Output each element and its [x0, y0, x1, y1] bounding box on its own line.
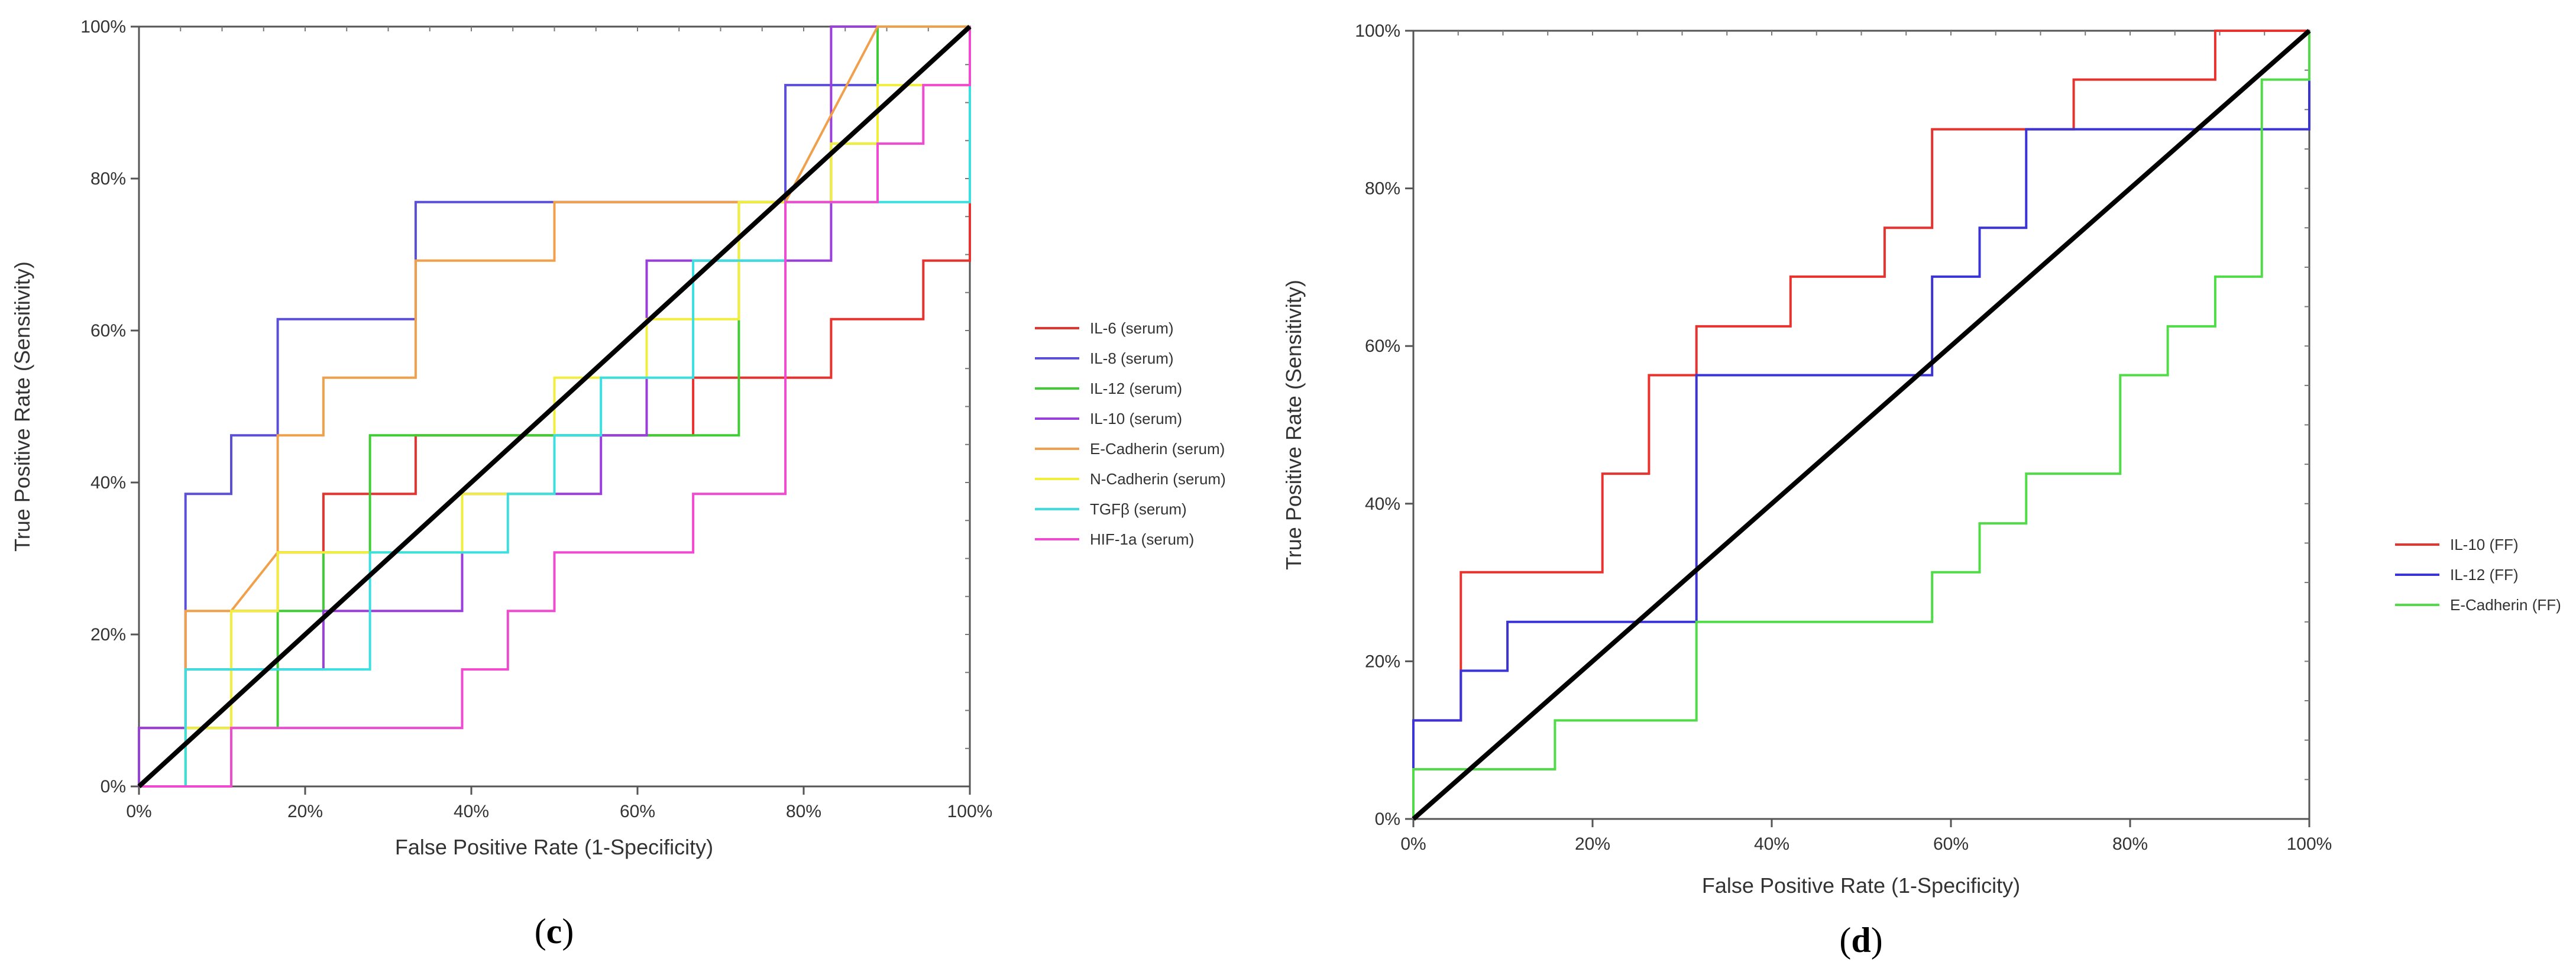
- legend-label: IL-12 (serum): [1090, 380, 1182, 397]
- legend-label: IL-10 (FF): [2450, 536, 2519, 553]
- chart-d: 0% 20% 40% 60% 80% 100% 0% 20% 40% 60% 80% 100% Fals…: [1281, 21, 2561, 960]
- panel-label-open: (: [535, 912, 546, 951]
- y-tick-label: 40%: [1365, 494, 1400, 514]
- legend-label: TGFβ (serum): [1090, 500, 1187, 518]
- series-line-1: [1412, 30, 2309, 819]
- series-line-2: [1412, 31, 2310, 819]
- x-tick-label: 80%: [786, 802, 821, 821]
- panel-label-letter: d: [1851, 921, 1870, 960]
- legend-label: IL-12 (FF): [2450, 566, 2519, 584]
- x-tick-label: 0%: [126, 802, 151, 821]
- legend-label: E-Cadherin (FF): [2450, 596, 2561, 614]
- x-axis-title: False Positive Rate (1-Specificity): [1702, 873, 2020, 898]
- y-tick-label: 60%: [90, 321, 126, 341]
- series-line-5: [139, 25, 970, 788]
- y-axis-title: True Positive Rate (Sensitivity): [1281, 280, 1306, 570]
- x-axis-title: False Positive Rate (1-Specificity): [395, 835, 713, 859]
- x-tick-label: 60%: [620, 802, 655, 821]
- y-tick-label: 0%: [101, 777, 126, 796]
- y-tick-label: 40%: [90, 473, 126, 493]
- x-tick-label: 60%: [1933, 834, 1969, 854]
- diagonal-reference-line: [1412, 28, 2311, 821]
- panel-label: (c): [535, 912, 574, 951]
- panel-label-close: ): [562, 912, 574, 951]
- legend-label: N-Cadherin (serum): [1090, 470, 1226, 488]
- series-line-3: [1412, 31, 2310, 819]
- legend-label: IL-10 (serum): [1090, 410, 1182, 428]
- x-tick-label: 100%: [2287, 834, 2332, 854]
- series-line-2: [139, 25, 970, 788]
- legend-label: E-Cadherin (serum): [1090, 440, 1225, 458]
- y-tick-label: 100%: [1355, 21, 1400, 41]
- y-tick-label: 80%: [1365, 179, 1400, 199]
- y-tick-label: 80%: [90, 169, 126, 189]
- x-tick-label: 20%: [287, 802, 323, 821]
- x-tick-label: 20%: [1575, 834, 1610, 854]
- legend: IL-10 (FF) IL-12 (FF) E-Cadherin (FF): [2395, 536, 2561, 614]
- chart-c: 0% 20% 40% 60% 80% 100% 0% 20% 40% 60% 80% 100% Fals…: [10, 17, 1226, 951]
- y-tick-label: 100%: [80, 17, 126, 37]
- legend: IL-6 (serum) IL-8 (serum) IL-12 (serum) IL-…: [1035, 319, 1226, 548]
- legend-label: IL-6 (serum): [1090, 319, 1174, 337]
- panel-label-letter: c: [546, 912, 562, 951]
- panel-label: (d): [1839, 921, 1882, 960]
- series-line-6: [139, 27, 971, 788]
- y-tick-label: 20%: [1365, 652, 1400, 671]
- legend-label: HIF-1a (serum): [1090, 530, 1194, 548]
- y-tick-label: 0%: [1375, 809, 1400, 829]
- y-axis-title: True Positive Rate (Sensitivity): [10, 261, 34, 552]
- legend-label: IL-8 (serum): [1090, 349, 1174, 367]
- y-tick-label: 60%: [1365, 336, 1400, 356]
- x-tick-label: 0%: [1400, 834, 1426, 854]
- x-tick-label: 80%: [2112, 834, 2148, 854]
- x-tick-label: 40%: [1754, 834, 1789, 854]
- panel-label-open: (: [1839, 921, 1851, 960]
- x-tick-label: 100%: [947, 802, 993, 821]
- x-tick-label: 40%: [454, 802, 489, 821]
- diagonal-reference-line: [137, 25, 972, 788]
- y-tick-label: 20%: [90, 625, 126, 645]
- panel-label-close: ): [1871, 921, 1883, 960]
- series-line-8: [139, 27, 971, 788]
